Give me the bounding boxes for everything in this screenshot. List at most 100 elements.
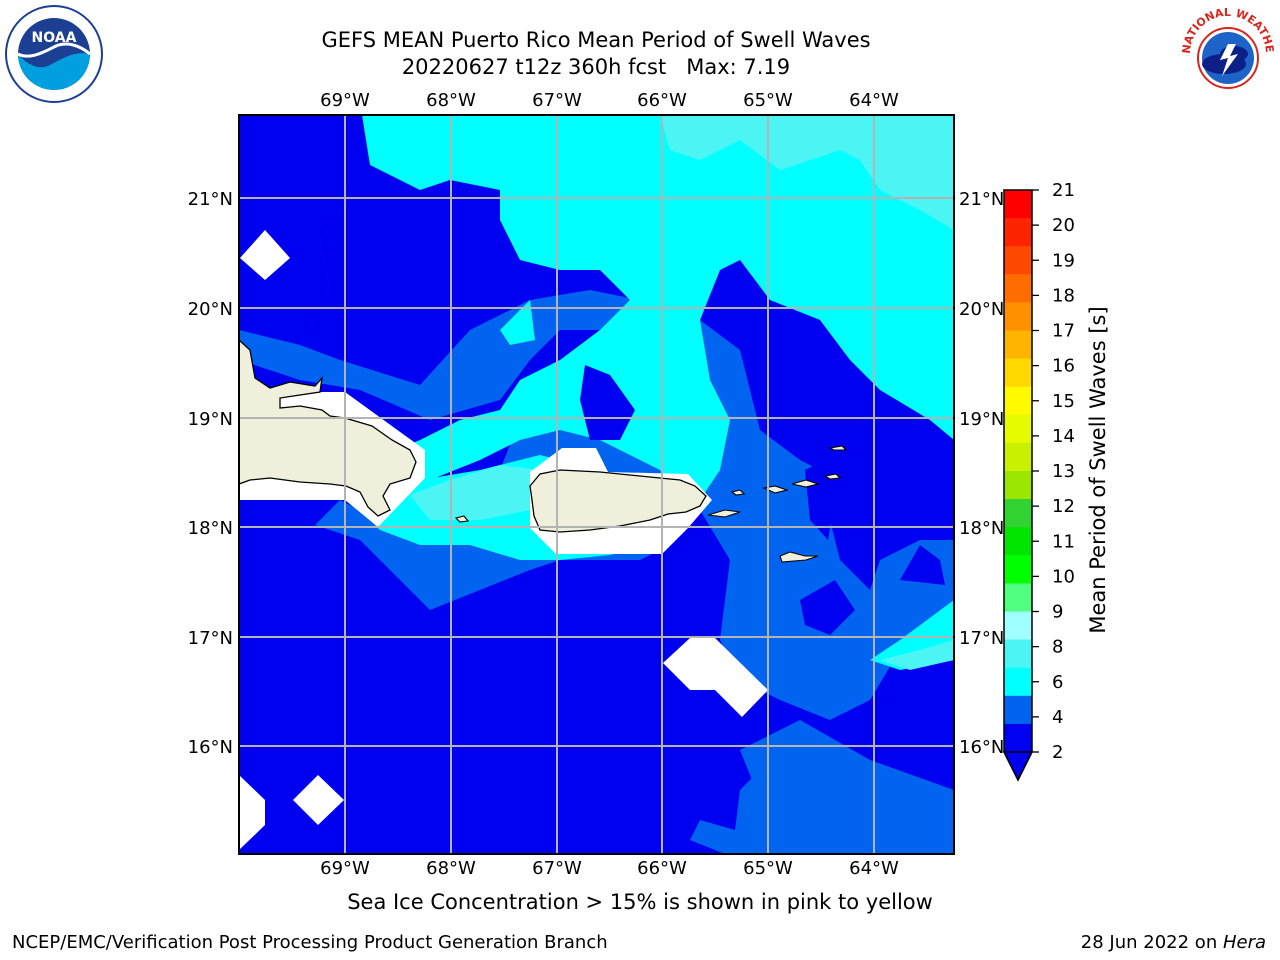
lat-label-left: 20°N — [188, 299, 233, 320]
lat-label-right: 20°N — [959, 299, 1004, 320]
colorbar-tick-label: 14 — [1052, 426, 1075, 447]
lat-label-left: 17°N — [188, 628, 233, 649]
swell-contour-low-c — [800, 580, 855, 635]
swell-contour-band-8s-c — [880, 640, 954, 670]
lon-label-bottom: 68°W — [426, 858, 476, 879]
footer-date: 28 Jun 2022 on Hera — [1081, 932, 1266, 953]
lon-label-bottom: 64°W — [849, 858, 899, 879]
map-area — [239, 115, 954, 854]
map-frame — [238, 114, 955, 855]
colorbar-tick-label: 6 — [1052, 672, 1063, 693]
noaa-logo-text: NOAA — [32, 30, 77, 46]
lat-label-right: 18°N — [959, 518, 1004, 539]
swell-contour-band-south — [740, 720, 954, 854]
swell-contour-low-d — [805, 460, 835, 540]
colorbar-tick-label: 15 — [1052, 391, 1075, 412]
colorbar-tick-label: 17 — [1052, 321, 1075, 342]
land-virgin-islands-a — [762, 485, 789, 494]
lon-label-top: 69°W — [320, 90, 370, 111]
colorbar-tick-label: 16 — [1052, 356, 1075, 377]
lat-label-right: 19°N — [959, 409, 1004, 430]
swell-contour-low-b — [900, 545, 945, 585]
graticule — [239, 115, 954, 854]
colorbar-swatch — [1004, 471, 1032, 500]
colorbar-tick-label: 10 — [1052, 566, 1075, 587]
footer-credit: NCEP/EMC/Verification Post Processing Pr… — [12, 932, 608, 953]
swell-contour-low-e — [239, 115, 348, 345]
lon-label-top: 66°W — [637, 90, 687, 111]
lat-label-left: 18°N — [188, 518, 233, 539]
lon-label-top: 68°W — [426, 90, 476, 111]
colorbar-swatch — [1004, 414, 1032, 444]
colorbar-title: Mean Period of Swell Waves [s] — [1086, 306, 1110, 634]
lat-label-right: 16°N — [959, 737, 1004, 758]
colorbar-swatch — [1004, 274, 1032, 303]
colorbar-swatch — [1004, 190, 1032, 219]
colorbar-swatch — [1004, 583, 1032, 612]
chart-title: GEFS MEAN Puerto Rico Mean Period of Swe… — [321, 28, 871, 52]
mask-cell-mid — [663, 638, 768, 717]
sea-ice-note: Sea Ice Concentration > 15% is shown in … — [347, 890, 933, 914]
colorbar-tick-label: 20 — [1052, 215, 1075, 236]
lon-label-bottom: 67°W — [532, 858, 582, 879]
lon-label-bottom: 66°W — [637, 858, 687, 879]
colorbar-tick-label: 11 — [1052, 531, 1075, 552]
land-mona — [454, 515, 470, 523]
lat-label-left: 19°N — [188, 409, 233, 430]
colorbar-tick-label: 21 — [1052, 180, 1075, 201]
colorbar-tick-label: 9 — [1052, 602, 1063, 623]
colorbar: 21 20 19 18 17 16 15 14 13 12 11 10 9 8 6 4 2 — [1002, 180, 1075, 782]
colorbar-frame — [1003, 189, 1033, 782]
colorbar-swatch — [1004, 499, 1032, 528]
colorbar-swatch — [1004, 667, 1032, 697]
colorbar-swatch — [1004, 695, 1032, 725]
footer-date-text: 28 Jun 2022 on — [1080, 932, 1223, 953]
swell-contour-low-f — [368, 242, 377, 256]
chart-subtitle: 20220627 t12z 360h fcst Max: 7.19 — [401, 55, 791, 79]
colorbar-swatch — [1004, 246, 1032, 275]
colorbar-tick-label: 8 — [1052, 637, 1063, 658]
lon-label-top: 64°W — [849, 90, 899, 111]
mask-cell-nw — [240, 230, 290, 280]
colorbar-tick-label: 12 — [1052, 496, 1075, 517]
colorbar-tick-label: 2 — [1052, 742, 1063, 763]
lon-label-bottom: 65°W — [743, 858, 793, 879]
land-virgin-islands-b — [791, 479, 820, 488]
colorbar-swatch — [1004, 527, 1032, 556]
land-hispaniola — [239, 339, 417, 517]
colorbar-swatch — [1004, 555, 1032, 584]
lon-label-top: 65°W — [743, 90, 793, 111]
lat-label-right: 21°N — [959, 189, 1004, 210]
nws-logo: NATIONAL WEATHER SERVICE — [1176, 2, 1278, 104]
lon-label-bottom: 69°W — [320, 858, 370, 879]
colorbar-tick-label: 18 — [1052, 285, 1075, 306]
colorbar-tick-label: 13 — [1052, 461, 1075, 482]
colorbar-swatch — [1004, 723, 1032, 753]
colorbar-swatch — [1004, 330, 1032, 360]
swell-contour-band-8s-b — [410, 465, 560, 520]
colorbar-swatch — [1004, 611, 1032, 641]
colorbar-tick-label: 19 — [1052, 250, 1075, 271]
colorbar-swatch — [1004, 358, 1032, 388]
colorbar-swatch — [1004, 639, 1032, 669]
colorbar-swatch — [1004, 386, 1032, 416]
lat-label-left: 21°N — [188, 189, 233, 210]
land-virgin-islands-c — [823, 473, 842, 480]
land-anegada — [828, 445, 848, 451]
land-vieques — [707, 509, 741, 518]
lat-label-right: 17°N — [959, 628, 1004, 649]
mask-cell-sw — [293, 775, 344, 825]
land-st-croix — [779, 551, 819, 563]
swell-contour-band-8s — [660, 115, 954, 230]
lon-label-top: 67°W — [532, 90, 582, 111]
land-culebra — [730, 489, 746, 496]
colorbar-swatch — [1004, 218, 1032, 247]
footer-machine: Hera — [1222, 932, 1266, 953]
lat-label-left: 16°N — [188, 737, 233, 758]
swell-contour-low-a — [580, 365, 635, 440]
mask-cell-sw-edge — [239, 775, 265, 850]
swell-contour-band-6s-d — [500, 300, 535, 345]
colorbar-extend-arrow — [1002, 751, 1034, 782]
noaa-logo: NOAA — [5, 5, 103, 103]
